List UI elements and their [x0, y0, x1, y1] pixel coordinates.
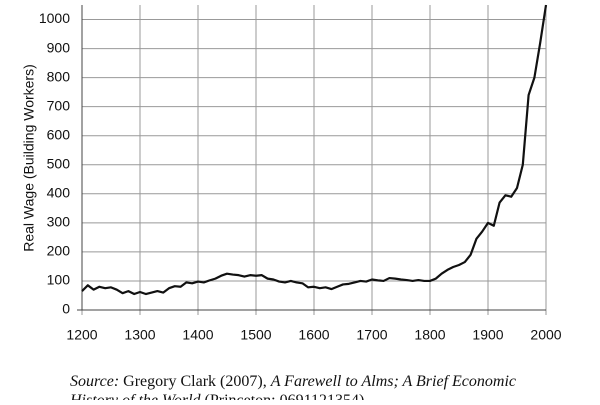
- x-tick-label: 1400: [182, 327, 213, 343]
- caption-title: A Farewell to Alms; A Brief Economic: [270, 373, 516, 390]
- x-tick-label: 1600: [298, 327, 329, 343]
- x-tick-label: 1300: [124, 327, 155, 343]
- y-tick-label: 1000: [39, 10, 70, 26]
- x-tick-label: 2000: [530, 327, 561, 343]
- x-tick-label: 1500: [240, 327, 271, 343]
- x-tick-label: 1200: [66, 327, 97, 343]
- y-tick-label: 600: [47, 126, 71, 142]
- y-axis-label: Real Wage (Building Workers): [21, 64, 37, 252]
- caption-publisher: (Princeton: 0691121354).: [205, 392, 369, 400]
- y-tick-label: 300: [47, 214, 71, 230]
- y-tick-label: 500: [47, 155, 71, 171]
- data-line: [81, 4, 548, 296]
- y-tick-label: 200: [47, 243, 71, 259]
- y-tick-label: 800: [47, 68, 71, 84]
- caption-line: History of the World (Princeton: 0691121…: [69, 392, 368, 400]
- y-tick-label: 900: [47, 39, 71, 55]
- caption-line: Source: Gregory Clark (2007), A Farewell…: [70, 373, 516, 390]
- y-tick-label: 100: [47, 272, 71, 288]
- caption-title: History of the World: [69, 392, 202, 400]
- y-tick-label: 700: [47, 97, 71, 113]
- x-tick-label: 1900: [472, 327, 503, 343]
- x-tick-label: 1800: [414, 327, 445, 343]
- x-tick-label: 1700: [356, 327, 387, 343]
- caption-author: Gregory Clark (2007),: [123, 373, 267, 390]
- caption-source: Source:: [70, 373, 119, 390]
- y-tick-label: 0: [62, 301, 70, 317]
- y-tick-label: 400: [47, 185, 71, 201]
